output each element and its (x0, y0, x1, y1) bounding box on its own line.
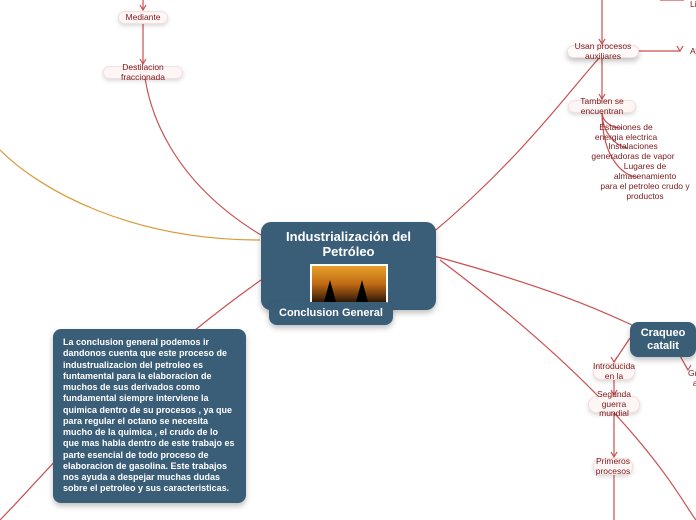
node-conclusion-text[interactable]: La conclusion general podemos ir dandono… (53, 329, 246, 503)
node-mediante[interactable]: Mediante (118, 11, 168, 24)
root-node[interactable]: Industrialización del Petróleo (261, 222, 436, 310)
node-craqueo[interactable]: Craqueo catalit (630, 322, 696, 357)
node-lugares[interactable]: Lugares de almacenamiento para el petrol… (590, 172, 696, 192)
node-grac[interactable]: Grac a l (682, 371, 696, 387)
node-tambien[interactable]: Tambien se encuentran (568, 100, 636, 113)
node-conclusion-general[interactable]: Conclusion General (269, 302, 393, 325)
mindmap-canvas: Mediante Destilacion fraccionada Usan pr… (0, 0, 696, 520)
root-title: Industrialización del Petróleo (271, 230, 426, 260)
node-introducida[interactable]: Introducida en la (593, 363, 635, 380)
node-usan-procesos[interactable]: Usan procesos auxiliares (567, 45, 639, 58)
node-destilacion[interactable]: Destilacion fraccionada (103, 66, 183, 79)
node-primeros[interactable]: Primeros procesos (593, 458, 633, 475)
node-ayu[interactable]: Ayu (684, 46, 696, 58)
node-liqu[interactable]: Liqu (684, 0, 696, 10)
node-segunda[interactable]: Segunda guerra mundial (588, 396, 640, 413)
node-estaciones[interactable]: Estaciones de energia electrica (578, 127, 674, 139)
root-image (310, 264, 388, 304)
node-instalaciones[interactable]: Instalaciones generadoras de vapor (578, 146, 688, 158)
